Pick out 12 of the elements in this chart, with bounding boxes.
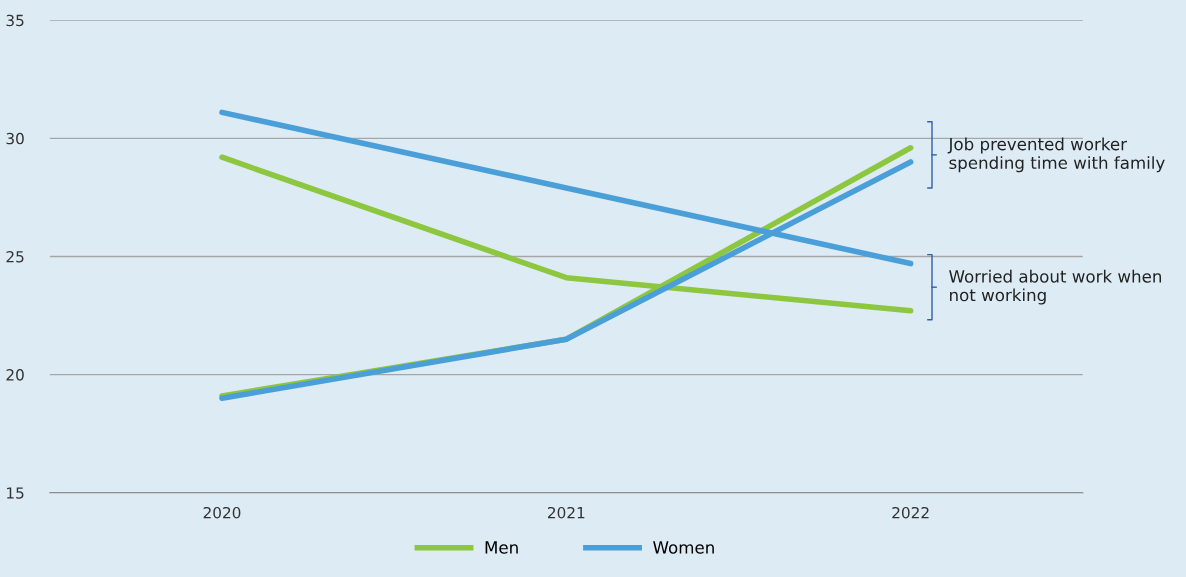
x-tick-label: 2021 [547,506,585,519]
y-tick-label: 15 [7,487,24,499]
y-tick-label: 20 [6,369,24,381]
y-tick-label: 25 [6,250,24,263]
annotation: Job prevented worker spending time with family [947,137,1165,173]
legend-label: Men [485,541,518,554]
x-tick-label: 2022 [892,506,929,519]
y-tick-label: 30 [6,132,24,145]
legend-label: Women [653,541,714,554]
annotation: Worried about work when not working [949,269,1162,305]
x-tick-label: 2020 [203,506,241,519]
y-tick-label: 35 [6,14,24,27]
